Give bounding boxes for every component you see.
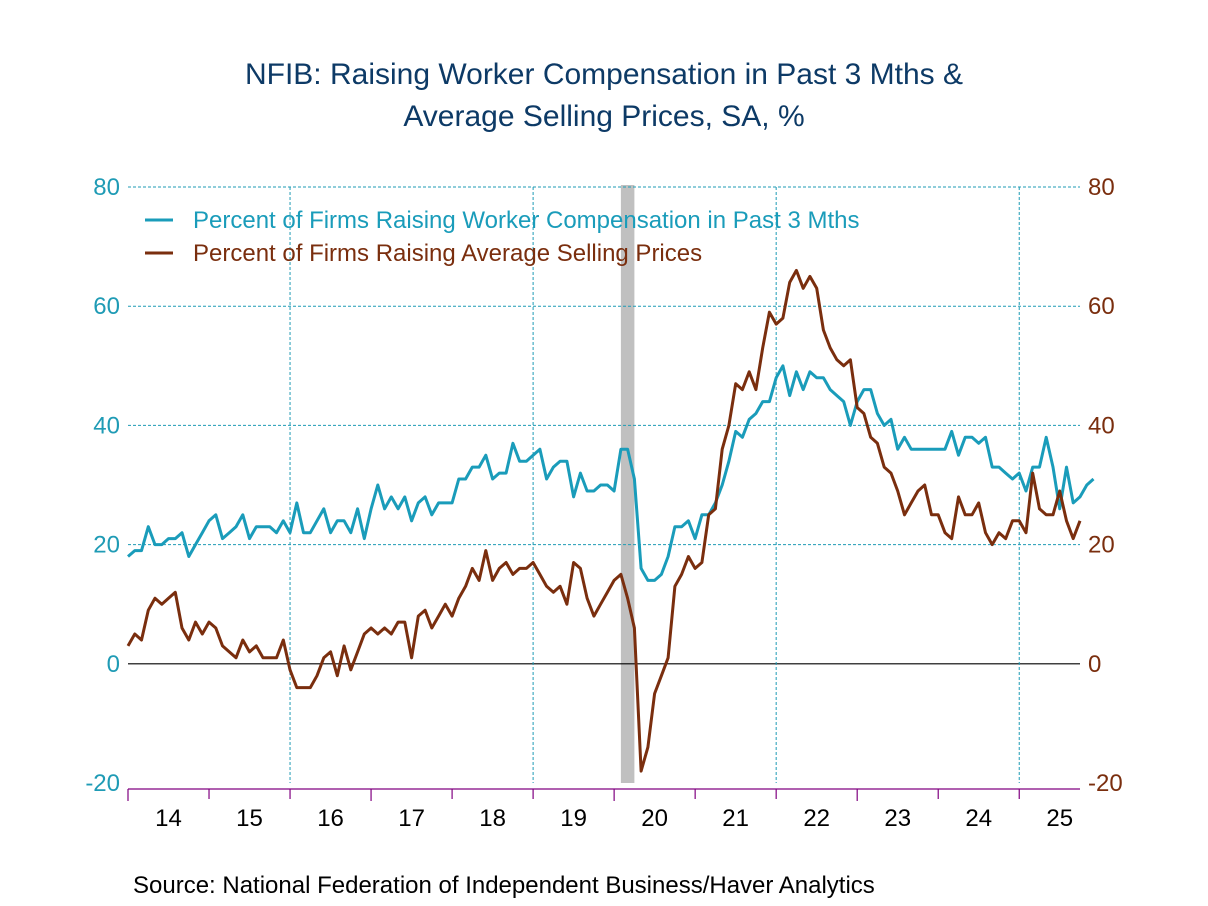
chart-title-line-1: NFIB: Raising Worker Compensation in Pas… <box>244 58 964 91</box>
y-tick-label-right: -20 <box>1088 770 1123 797</box>
y-tick-label-left: -20 <box>85 770 120 797</box>
y-tick-label-left: 80 <box>93 174 120 201</box>
x-tick-label: 25 <box>1046 805 1073 832</box>
y-tick-label-left: 40 <box>93 412 120 439</box>
chart-title-line-2: Average Selling Prices, SA, % <box>403 100 805 133</box>
x-tick-label: 19 <box>560 805 587 832</box>
y-tick-label-right: 80 <box>1088 174 1115 201</box>
x-tick-label: 18 <box>479 805 506 832</box>
y-tick-label-right: 20 <box>1088 532 1115 559</box>
x-tick-label: 14 <box>155 805 182 832</box>
y-tick-label-left: 0 <box>107 651 120 678</box>
series-line-compensation <box>127 364 1095 582</box>
y-tick-label-right: 40 <box>1088 412 1115 439</box>
x-tick-label: 21 <box>722 805 749 832</box>
x-tick-label: 17 <box>398 805 425 832</box>
x-tick-label: 16 <box>317 805 344 832</box>
y-tick-label-left: 20 <box>93 532 120 559</box>
x-tick-label: 20 <box>641 805 668 832</box>
legend-label: Percent of Firms Raising Average Selling… <box>193 240 702 267</box>
legend-label: Percent of Firms Raising Worker Compensa… <box>193 207 859 234</box>
recession-shading <box>620 185 635 783</box>
source-note: Source: National Federation of Independe… <box>133 872 875 899</box>
x-tick-label: 24 <box>965 805 992 832</box>
x-tick-label: 15 <box>236 805 263 832</box>
x-tick-label: 22 <box>803 805 830 832</box>
series-line-selling-prices <box>126 268 1082 773</box>
y-tick-label-left: 60 <box>93 293 120 320</box>
y-tick-label-right: 0 <box>1088 651 1101 678</box>
y-tick-label-right: 60 <box>1088 293 1115 320</box>
x-tick-label: 23 <box>884 805 911 832</box>
